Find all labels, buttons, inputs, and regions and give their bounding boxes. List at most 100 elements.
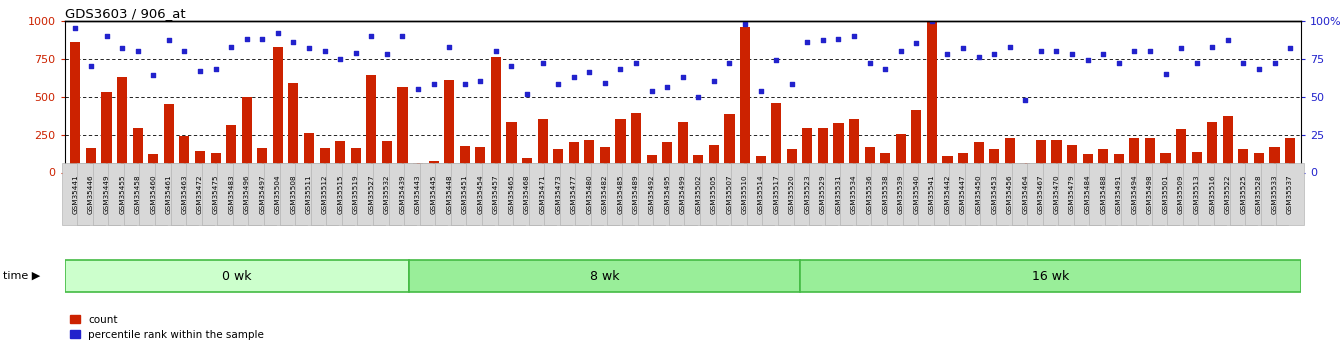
- Text: GSM35502: GSM35502: [695, 174, 702, 214]
- Bar: [398, 87, 407, 172]
- Bar: [117, 77, 128, 172]
- Point: [126, 48, 148, 54]
- Text: GSM35517: GSM35517: [773, 174, 780, 214]
- Point: [1140, 48, 1161, 54]
- Text: GSM35465: GSM35465: [508, 174, 515, 214]
- Bar: [1254, 153, 1263, 172]
- Text: GSM35497: GSM35497: [259, 174, 265, 214]
- Text: GSM35451: GSM35451: [462, 174, 468, 214]
- Point: [766, 57, 788, 63]
- Bar: [1067, 145, 1077, 172]
- Bar: [521, 158, 532, 172]
- Bar: [927, 21, 937, 172]
- Bar: [289, 83, 298, 172]
- Point: [1046, 48, 1067, 54]
- Bar: [1051, 140, 1062, 172]
- Bar: [1098, 149, 1109, 172]
- Text: GSM35445: GSM35445: [430, 174, 437, 214]
- Bar: [382, 141, 392, 172]
- Point: [859, 60, 880, 66]
- Point: [641, 88, 663, 93]
- Point: [298, 45, 320, 51]
- Point: [672, 74, 694, 80]
- Point: [1107, 60, 1129, 66]
- Bar: [1005, 138, 1015, 172]
- Text: GSM35446: GSM35446: [87, 174, 94, 214]
- Point: [594, 80, 616, 86]
- Text: GSM35525: GSM35525: [1241, 174, 1246, 214]
- Text: GSM35458: GSM35458: [134, 174, 141, 214]
- Point: [563, 74, 585, 80]
- Bar: [895, 134, 906, 172]
- Bar: [1223, 116, 1232, 172]
- Point: [469, 79, 491, 84]
- Bar: [460, 146, 470, 172]
- Point: [112, 45, 133, 51]
- Bar: [476, 147, 485, 172]
- Bar: [942, 156, 953, 172]
- Text: GSM35529: GSM35529: [820, 174, 827, 214]
- Point: [438, 44, 460, 49]
- Text: GSM35505: GSM35505: [711, 174, 716, 214]
- Bar: [335, 141, 345, 172]
- Bar: [646, 155, 657, 172]
- Text: GSM35480: GSM35480: [586, 174, 593, 214]
- Text: GSM35504: GSM35504: [276, 174, 281, 214]
- Bar: [677, 122, 688, 172]
- Text: GSM35443: GSM35443: [415, 174, 421, 214]
- Bar: [102, 92, 112, 172]
- Point: [968, 55, 989, 60]
- Bar: [1145, 138, 1154, 172]
- Text: GSM35540: GSM35540: [914, 174, 919, 214]
- Text: GSM35473: GSM35473: [555, 174, 562, 214]
- Bar: [1082, 154, 1093, 172]
- Text: GSM35457: GSM35457: [493, 174, 499, 214]
- Text: GSM35498: GSM35498: [1146, 174, 1153, 214]
- Bar: [273, 47, 284, 172]
- Point: [1093, 51, 1114, 57]
- FancyBboxPatch shape: [800, 260, 1301, 292]
- Point: [828, 36, 849, 42]
- Text: GSM35511: GSM35511: [306, 174, 312, 214]
- Text: GSM35510: GSM35510: [742, 174, 749, 214]
- Text: GSM35450: GSM35450: [976, 174, 981, 214]
- Bar: [708, 145, 719, 172]
- Bar: [304, 133, 314, 172]
- Text: GSM35512: GSM35512: [321, 174, 328, 214]
- Bar: [164, 104, 173, 172]
- Point: [906, 41, 927, 46]
- Bar: [864, 147, 875, 172]
- Text: GSM35537: GSM35537: [1288, 174, 1293, 214]
- Text: GSM35485: GSM35485: [617, 174, 624, 214]
- Bar: [1020, 162, 1031, 172]
- Text: GSM35456: GSM35456: [1007, 174, 1013, 214]
- Point: [578, 70, 599, 75]
- Point: [1249, 67, 1270, 72]
- Bar: [802, 128, 812, 172]
- Bar: [741, 27, 750, 172]
- Text: GSM35507: GSM35507: [727, 174, 732, 214]
- Text: GSM35491: GSM35491: [1116, 174, 1122, 214]
- Point: [999, 44, 1020, 49]
- Text: GSM35527: GSM35527: [368, 174, 374, 214]
- Point: [610, 67, 632, 72]
- Point: [1015, 97, 1036, 102]
- Point: [501, 63, 523, 69]
- Text: GSM35489: GSM35489: [633, 174, 638, 214]
- Bar: [973, 142, 984, 172]
- FancyBboxPatch shape: [409, 260, 800, 292]
- Point: [142, 72, 164, 78]
- Bar: [429, 161, 438, 172]
- Text: GSM35492: GSM35492: [649, 174, 655, 214]
- Point: [391, 33, 413, 39]
- Point: [890, 48, 911, 54]
- Bar: [507, 122, 516, 172]
- Point: [688, 94, 710, 99]
- Bar: [771, 103, 781, 172]
- Point: [345, 50, 367, 55]
- Text: GSM35467: GSM35467: [1038, 174, 1044, 214]
- Bar: [1036, 140, 1046, 172]
- Text: GSM35516: GSM35516: [1210, 174, 1215, 214]
- Text: GSM35448: GSM35448: [446, 174, 452, 214]
- Text: 8 wk: 8 wk: [590, 269, 620, 283]
